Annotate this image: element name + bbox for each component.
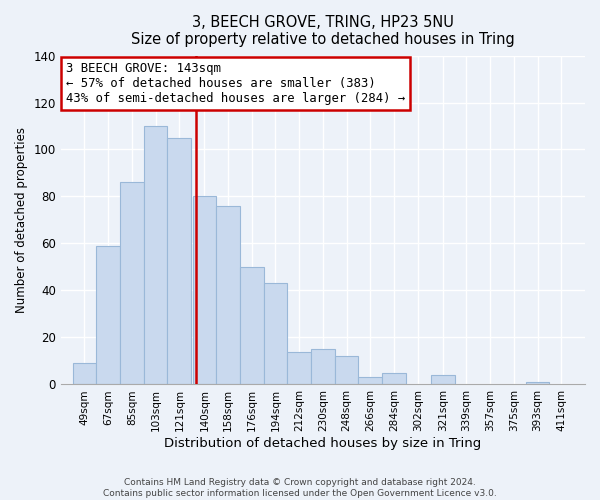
Bar — [73, 364, 97, 384]
Title: 3, BEECH GROVE, TRING, HP23 5NU
Size of property relative to detached houses in : 3, BEECH GROVE, TRING, HP23 5NU Size of … — [131, 15, 515, 48]
Bar — [216, 206, 240, 384]
Text: Contains HM Land Registry data © Crown copyright and database right 2024.
Contai: Contains HM Land Registry data © Crown c… — [103, 478, 497, 498]
Bar — [311, 349, 335, 384]
Bar — [120, 182, 144, 384]
Bar — [526, 382, 550, 384]
Bar — [240, 267, 263, 384]
Bar — [431, 375, 455, 384]
Bar — [263, 284, 287, 384]
Bar — [382, 372, 406, 384]
Y-axis label: Number of detached properties: Number of detached properties — [15, 127, 28, 313]
Text: 3 BEECH GROVE: 143sqm
← 57% of detached houses are smaller (383)
43% of semi-det: 3 BEECH GROVE: 143sqm ← 57% of detached … — [66, 62, 405, 105]
Bar — [287, 352, 311, 384]
Bar — [358, 378, 382, 384]
Bar — [335, 356, 358, 384]
Bar — [144, 126, 167, 384]
X-axis label: Distribution of detached houses by size in Tring: Distribution of detached houses by size … — [164, 437, 482, 450]
Bar — [97, 246, 120, 384]
Bar — [167, 138, 191, 384]
Bar — [193, 196, 216, 384]
